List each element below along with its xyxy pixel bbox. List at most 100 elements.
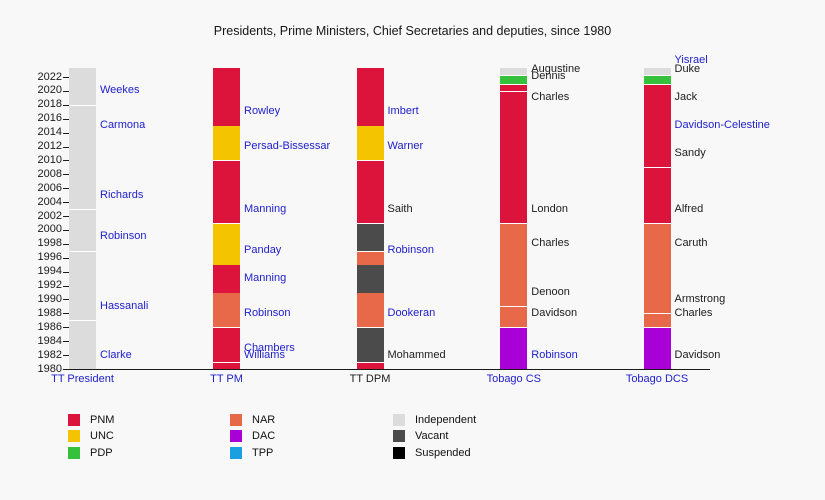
label-duke: Duke <box>674 63 701 76</box>
segment-alfred <box>643 167 671 223</box>
label-chambers[interactable]: Chambers <box>244 341 295 354</box>
label-rowley[interactable]: Rowley <box>244 105 281 118</box>
label-davidson-celestine[interactable]: Davidson-Celestine <box>674 119 770 132</box>
label-robinson[interactable]: Robinson <box>387 244 434 257</box>
y-tick-label: 1986 <box>37 320 62 333</box>
y-tick-label: 2012 <box>37 140 62 153</box>
segment-divider <box>69 208 96 210</box>
y-tick-label: 1992 <box>37 279 62 292</box>
label-denoon: Denoon <box>531 285 570 298</box>
segment-divider <box>69 138 96 141</box>
segment-saith <box>356 160 384 223</box>
label-panday[interactable]: Panday <box>244 244 282 257</box>
y-tick-mark <box>63 118 69 120</box>
segment-dookeran <box>356 292 384 328</box>
column-label-tt-president[interactable]: TT President <box>51 373 114 385</box>
segment-manning <box>213 264 240 293</box>
y-tick-label: 2022 <box>37 70 62 83</box>
y-tick-mark <box>63 243 69 245</box>
y-tick-mark <box>63 104 69 106</box>
segment-divider <box>643 312 671 315</box>
label-mohammed: Mohammed <box>387 348 446 361</box>
segment-vacant <box>356 327 384 363</box>
segment-divider <box>500 326 528 328</box>
segment-panday <box>213 223 240 265</box>
label-robinson[interactable]: Robinson <box>244 306 291 319</box>
segment-divider <box>643 111 671 113</box>
label-yisrael[interactable]: Yisrael <box>674 54 708 67</box>
legend-swatch-pnm <box>68 414 80 426</box>
column-label-tobago-cs[interactable]: Tobago CS <box>486 373 542 385</box>
segment-robinson <box>213 292 240 328</box>
y-tick-label: 2014 <box>37 126 62 139</box>
segment-robinson <box>356 250 384 265</box>
y-tick-mark <box>63 146 69 148</box>
segment-clarke <box>69 320 96 369</box>
y-tick-label: 2008 <box>37 167 62 180</box>
column-label-tt-dpm: TT DPM <box>349 373 391 385</box>
y-tick-mark <box>63 188 69 190</box>
label-london: London <box>531 202 569 215</box>
segment-divider <box>356 361 384 363</box>
segment-divider <box>500 83 528 85</box>
segment-chambers <box>213 327 240 363</box>
label-persad-bissessar[interactable]: Persad-Bissessar <box>244 139 331 152</box>
segment-divider <box>500 74 528 76</box>
y-tick-label: 1996 <box>37 251 62 264</box>
label-clarke[interactable]: Clarke <box>100 348 132 361</box>
column-label-tobago-dcs[interactable]: Tobago DCS <box>625 373 689 385</box>
segment-charles <box>500 90 528 112</box>
label-williams[interactable]: Williams <box>244 348 285 361</box>
legend-label-pnm: PNM <box>90 414 115 426</box>
segment-divider <box>213 361 240 363</box>
legend-label-unc: UNC <box>90 430 114 443</box>
segment-vacant <box>356 223 384 251</box>
y-tick-mark <box>63 355 69 357</box>
segment-divider <box>356 264 384 266</box>
y-tick-label: 2018 <box>37 98 62 111</box>
label-sandy: Sandy <box>674 146 706 159</box>
y-tick-label: 2020 <box>37 84 62 97</box>
label-weekes[interactable]: Weekes <box>100 84 140 97</box>
label-manning[interactable]: Manning <box>244 272 287 285</box>
label-hassanali[interactable]: Hassanali <box>100 299 149 312</box>
segment-divider <box>500 111 528 113</box>
y-tick-label: 1990 <box>37 292 62 305</box>
label-charles: Charles <box>531 91 570 104</box>
legend-swatch-suspended <box>393 446 405 459</box>
legend-label-nar: NAR <box>252 414 276 426</box>
label-manning[interactable]: Manning <box>244 202 287 215</box>
column-label-tt-pm[interactable]: TT PM <box>210 373 243 385</box>
segment-divider <box>643 222 671 224</box>
label-imbert[interactable]: Imbert <box>387 105 419 118</box>
segment-divider <box>69 104 96 106</box>
segment-robinson <box>500 327 528 369</box>
label-robinson[interactable]: Robinson <box>100 230 147 243</box>
segment-rowley <box>213 67 240 126</box>
segment-denoon <box>500 257 528 307</box>
label-dookeran[interactable]: Dookeran <box>387 306 436 319</box>
segment-divider <box>213 326 240 328</box>
label-charles: Charles <box>674 306 713 319</box>
segment-divider <box>356 159 384 162</box>
label-carmona[interactable]: Carmona <box>100 119 146 132</box>
segment-mohammed <box>356 362 384 369</box>
label-dennis: Dennis <box>531 70 566 83</box>
label-richards[interactable]: Richards <box>100 188 144 201</box>
segment-robinson <box>69 209 96 251</box>
y-tick-mark <box>63 327 69 329</box>
segment-divider <box>69 319 96 322</box>
segment-divider <box>213 291 240 294</box>
segment-carmona <box>69 104 96 140</box>
segment-yisrael <box>643 67 671 75</box>
label-robinson[interactable]: Robinson <box>531 348 578 361</box>
y-tick-mark <box>63 299 69 301</box>
legend-label-suspended: Suspended <box>415 446 471 459</box>
y-tick-label: 1982 <box>37 348 62 361</box>
label-warner[interactable]: Warner <box>387 139 424 152</box>
y-tick-label: 2006 <box>37 181 62 194</box>
legend-swatch-tpp <box>230 446 242 459</box>
legend-swatch-independent <box>393 414 405 426</box>
y-tick-label: 2010 <box>37 153 62 166</box>
legend-swatch-vacant <box>393 430 405 443</box>
